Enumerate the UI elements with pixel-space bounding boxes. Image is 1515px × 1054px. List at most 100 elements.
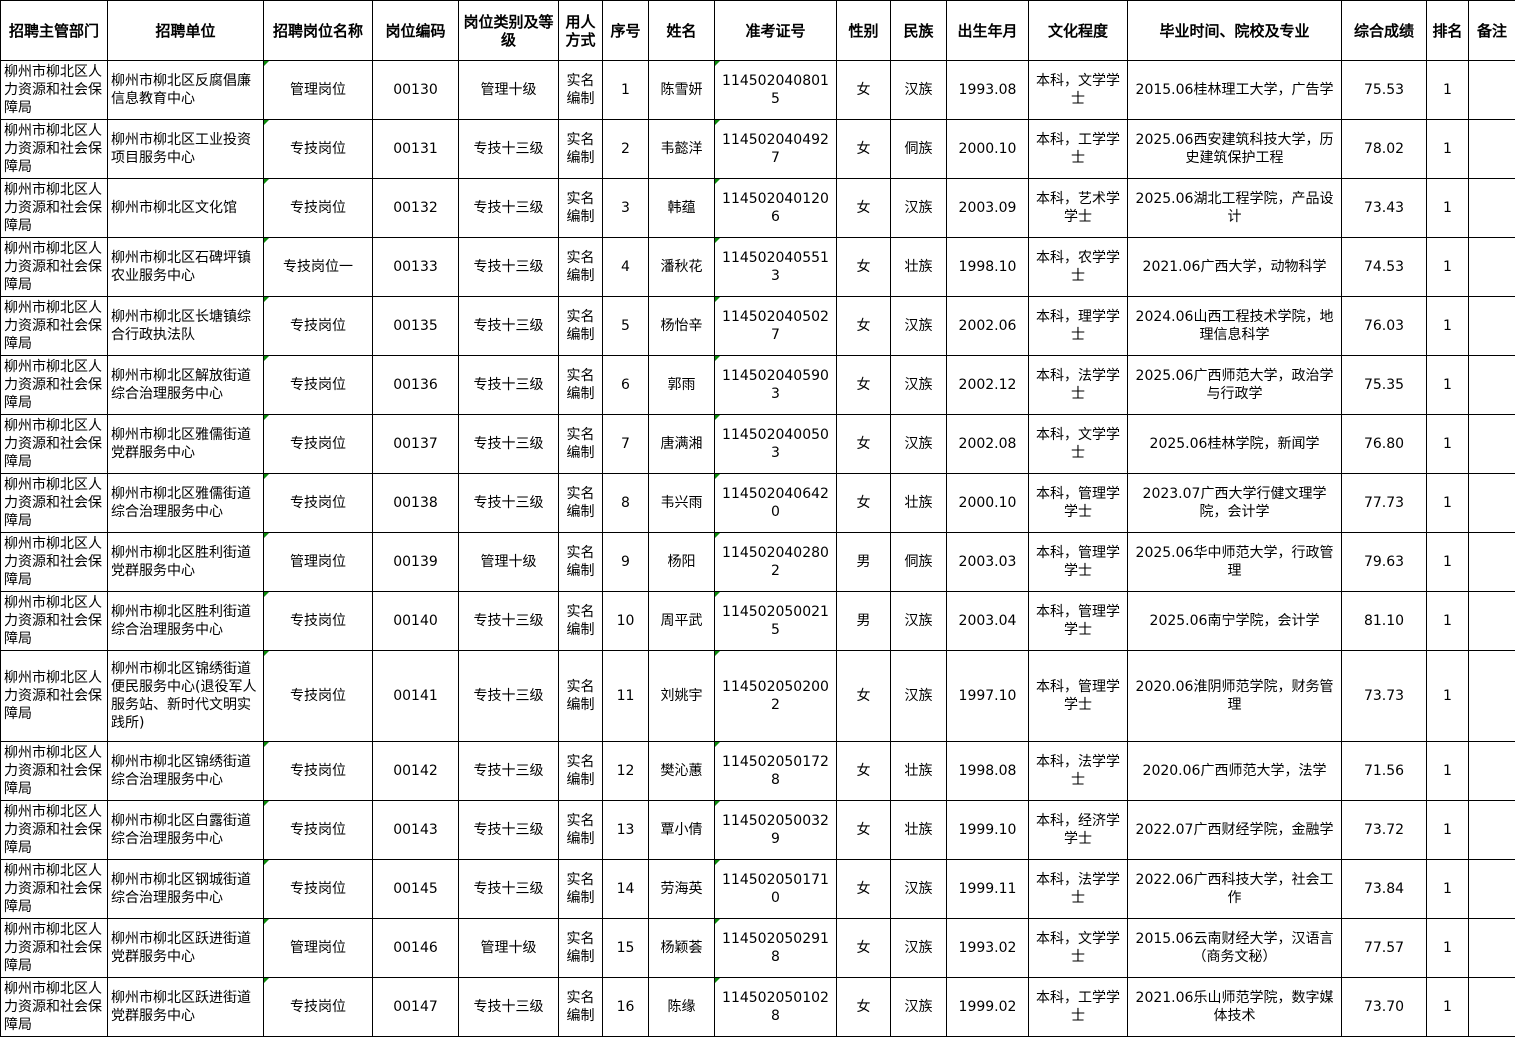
cell-employer: 柳州市柳北区反腐倡廉信息教育中心 bbox=[107, 60, 264, 120]
cell-rank: 1 bbox=[1426, 591, 1469, 651]
cell-name: 杨怡辛 bbox=[648, 296, 715, 356]
cell-gender: 女 bbox=[836, 473, 891, 533]
cell-graduation: 2021.06广西大学，动物科学 bbox=[1127, 237, 1342, 297]
cell-remark bbox=[1468, 119, 1515, 179]
cell-education: 本科，管理学学士 bbox=[1028, 591, 1128, 651]
cell-ethnicity: 汉族 bbox=[890, 591, 947, 651]
cell-employment-type: 实名编制 bbox=[558, 741, 603, 801]
cell-employment-type: 实名编制 bbox=[558, 473, 603, 533]
cell-position: 专技岗位 bbox=[263, 178, 373, 238]
cell-department: 柳州市柳北区人力资源和社会保障局 bbox=[0, 237, 108, 297]
cell-birth: 2002.12 bbox=[946, 355, 1029, 415]
cell-birth: 2003.04 bbox=[946, 591, 1029, 651]
cell-exam-id: 1145020502002 bbox=[714, 650, 837, 742]
cell-employer: 柳州市柳北区跃进街道党群服务中心 bbox=[107, 977, 264, 1037]
cell-grade: 专技十三级 bbox=[458, 119, 559, 179]
cell-rank: 1 bbox=[1426, 237, 1469, 297]
header-score: 综合成绩 bbox=[1341, 0, 1427, 61]
cell-education: 本科，工学学士 bbox=[1028, 977, 1128, 1037]
cell-score: 75.53 bbox=[1341, 60, 1427, 120]
cell-education: 本科，文学学士 bbox=[1028, 60, 1128, 120]
cell-education: 本科，文学学士 bbox=[1028, 918, 1128, 978]
cell-graduation: 2022.06广西科技大学，社会工作 bbox=[1127, 859, 1342, 919]
cell-department: 柳州市柳北区人力资源和社会保障局 bbox=[0, 60, 108, 120]
cell-position: 专技岗位 bbox=[263, 296, 373, 356]
cell-position: 专技岗位 bbox=[263, 977, 373, 1037]
cell-department: 柳州市柳北区人力资源和社会保障局 bbox=[0, 355, 108, 415]
cell-score: 81.10 bbox=[1341, 591, 1427, 651]
cell-seq: 13 bbox=[602, 800, 649, 860]
cell-name: 杨颖荟 bbox=[648, 918, 715, 978]
table-row: 柳州市柳北区人力资源和社会保障局 柳州市柳北区反腐倡廉信息教育中心 管理岗位 0013… bbox=[0, 60, 1515, 120]
cell-graduation: 2022.07广西财经学院，金融学 bbox=[1127, 800, 1342, 860]
cell-score: 73.70 bbox=[1341, 977, 1427, 1037]
cell-score: 73.84 bbox=[1341, 859, 1427, 919]
cell-grade: 管理十级 bbox=[458, 532, 559, 592]
cell-exam-id: 1145020502918 bbox=[714, 918, 837, 978]
header-gender: 性别 bbox=[836, 0, 891, 61]
cell-graduation: 2025.06西安建筑科技大学，历史建筑保护工程 bbox=[1127, 119, 1342, 179]
cell-name: 郭雨 bbox=[648, 355, 715, 415]
cell-employer: 柳州市柳北区胜利街道党群服务中心 bbox=[107, 532, 264, 592]
cell-exam-id: 1145020405903 bbox=[714, 355, 837, 415]
cell-gender: 女 bbox=[836, 650, 891, 742]
cell-name: 陈雪妍 bbox=[648, 60, 715, 120]
cell-score: 76.03 bbox=[1341, 296, 1427, 356]
cell-education: 本科，法学学士 bbox=[1028, 859, 1128, 919]
table-row: 柳州市柳北区人力资源和社会保障局 柳州市柳北区白露街道综合治理服务中心 专技岗位 00… bbox=[0, 800, 1515, 860]
header-position: 招聘岗位名称 bbox=[263, 0, 373, 61]
cell-position: 管理岗位 bbox=[263, 918, 373, 978]
cell-remark bbox=[1468, 977, 1515, 1037]
cell-position-code: 00143 bbox=[372, 800, 459, 860]
cell-graduation: 2024.06山西工程技术学院，地理信息科学 bbox=[1127, 296, 1342, 356]
cell-position: 专技岗位 bbox=[263, 473, 373, 533]
cell-graduation: 2025.06湖北工程学院，产品设计 bbox=[1127, 178, 1342, 238]
cell-department: 柳州市柳北区人力资源和社会保障局 bbox=[0, 532, 108, 592]
header-grade: 岗位类别及等级 bbox=[458, 0, 559, 61]
cell-gender: 女 bbox=[836, 918, 891, 978]
cell-seq: 6 bbox=[602, 355, 649, 415]
cell-remark bbox=[1468, 859, 1515, 919]
cell-rank: 1 bbox=[1426, 650, 1469, 742]
cell-remark bbox=[1468, 591, 1515, 651]
cell-birth: 1997.10 bbox=[946, 650, 1029, 742]
cell-position: 管理岗位 bbox=[263, 60, 373, 120]
header-position-code: 岗位编码 bbox=[372, 0, 459, 61]
cell-employer: 柳州市柳北区雅儒街道党群服务中心 bbox=[107, 414, 264, 474]
cell-name: 樊沁蕙 bbox=[648, 741, 715, 801]
cell-rank: 1 bbox=[1426, 178, 1469, 238]
cell-rank: 1 bbox=[1426, 60, 1469, 120]
cell-grade: 专技十三级 bbox=[458, 800, 559, 860]
cell-employer: 柳州市柳北区雅儒街道综合治理服务中心 bbox=[107, 473, 264, 533]
cell-education: 本科，农学学士 bbox=[1028, 237, 1128, 297]
cell-employment-type: 实名编制 bbox=[558, 119, 603, 179]
cell-grade: 管理十级 bbox=[458, 918, 559, 978]
cell-ethnicity: 汉族 bbox=[890, 918, 947, 978]
cell-position-code: 00146 bbox=[372, 918, 459, 978]
table-row: 柳州市柳北区人力资源和社会保障局 柳州市柳北区石碑坪镇农业服务中心 专技岗位一 001… bbox=[0, 237, 1515, 297]
cell-gender: 女 bbox=[836, 355, 891, 415]
cell-name: 潘秋花 bbox=[648, 237, 715, 297]
table-row: 柳州市柳北区人力资源和社会保障局 柳州市柳北区工业投资项目服务中心 专技岗位 0013… bbox=[0, 119, 1515, 179]
cell-remark bbox=[1468, 918, 1515, 978]
cell-exam-id: 1145020406420 bbox=[714, 473, 837, 533]
header-name: 姓名 bbox=[648, 0, 715, 61]
cell-ethnicity: 汉族 bbox=[890, 60, 947, 120]
table-row: 柳州市柳北区人力资源和社会保障局 柳州市柳北区雅儒街道党群服务中心 专技岗位 0013… bbox=[0, 414, 1515, 474]
cell-exam-id: 1145020500329 bbox=[714, 800, 837, 860]
cell-gender: 女 bbox=[836, 977, 891, 1037]
cell-position: 专技岗位 bbox=[263, 859, 373, 919]
cell-gender: 女 bbox=[836, 237, 891, 297]
cell-score: 79.63 bbox=[1341, 532, 1427, 592]
cell-name: 覃小倩 bbox=[648, 800, 715, 860]
cell-gender: 女 bbox=[836, 60, 891, 120]
cell-education: 本科，管理学学士 bbox=[1028, 532, 1128, 592]
cell-position-code: 00147 bbox=[372, 977, 459, 1037]
cell-position-code: 00141 bbox=[372, 650, 459, 742]
cell-graduation: 2025.06华中师范大学，行政管理 bbox=[1127, 532, 1342, 592]
cell-seq: 5 bbox=[602, 296, 649, 356]
cell-department: 柳州市柳北区人力资源和社会保障局 bbox=[0, 800, 108, 860]
cell-employment-type: 实名编制 bbox=[558, 296, 603, 356]
cell-rank: 1 bbox=[1426, 977, 1469, 1037]
cell-name: 韦兴雨 bbox=[648, 473, 715, 533]
